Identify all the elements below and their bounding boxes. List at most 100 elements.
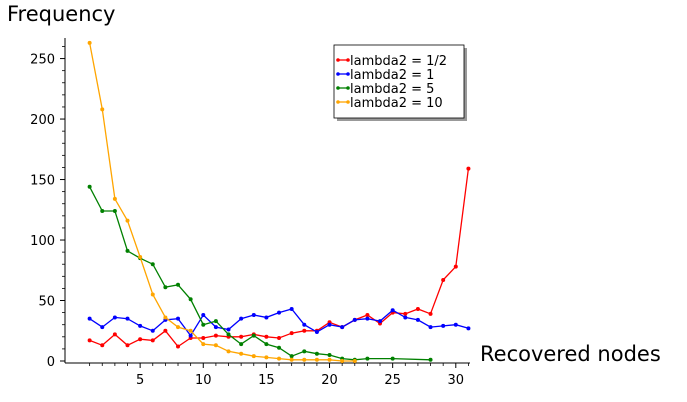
data-point — [213, 319, 218, 324]
data-point — [125, 316, 130, 321]
data-point — [277, 310, 282, 315]
data-point — [277, 345, 282, 350]
data-point — [112, 208, 117, 213]
data-point — [150, 338, 155, 343]
data-point — [352, 317, 357, 322]
data-point — [365, 356, 370, 361]
data-point — [150, 328, 155, 333]
data-point — [264, 355, 269, 360]
data-point — [138, 254, 143, 259]
data-point — [150, 262, 155, 267]
data-point — [264, 315, 269, 320]
data-point — [251, 333, 256, 338]
data-point — [340, 359, 345, 363]
data-point — [289, 306, 294, 311]
data-point — [100, 325, 105, 330]
data-point — [327, 352, 332, 357]
y-tick-label: 0 — [47, 355, 55, 370]
data-point — [264, 334, 269, 339]
legend-swatch-dot — [336, 100, 340, 104]
data-point — [239, 334, 244, 339]
data-point — [415, 317, 420, 322]
series-line-1 — [89, 168, 470, 348]
data-point — [239, 351, 244, 356]
legend-swatch-dot — [346, 86, 350, 90]
data-point — [466, 326, 471, 331]
data-point — [213, 333, 218, 338]
data-point — [138, 337, 143, 342]
data-point — [378, 319, 383, 324]
data-point — [441, 323, 446, 328]
legend-swatch-dot — [336, 58, 340, 62]
data-point — [428, 357, 433, 362]
data-point — [112, 196, 117, 201]
data-point — [403, 315, 408, 320]
data-point — [100, 343, 105, 348]
legend-swatch-dot — [336, 72, 340, 76]
data-point — [251, 313, 256, 318]
data-point — [302, 357, 307, 362]
data-point — [327, 322, 332, 327]
data-point — [201, 336, 206, 341]
x-tick-label: 5 — [136, 373, 144, 388]
legend-swatch-dot — [346, 58, 350, 62]
data-point — [453, 264, 458, 269]
data-point — [87, 184, 92, 189]
data-point — [150, 292, 155, 297]
x-tick-label: 30 — [448, 373, 465, 388]
data-point — [466, 166, 471, 171]
data-point — [314, 329, 319, 334]
data-point — [277, 356, 282, 361]
y-tick-label: 250 — [30, 53, 55, 68]
x-tick-label: 10 — [195, 373, 212, 388]
data-point — [314, 351, 319, 356]
data-point — [201, 322, 206, 327]
data-point — [302, 349, 307, 354]
data-point — [277, 336, 282, 341]
data-point — [390, 308, 395, 313]
data-point — [112, 332, 117, 337]
data-point — [415, 306, 420, 311]
data-point — [352, 359, 357, 363]
data-point — [239, 316, 244, 321]
data-point — [112, 315, 117, 320]
data-point — [226, 332, 231, 337]
legend-entry-label: lambda2 = 10 — [350, 96, 443, 111]
data-point — [390, 356, 395, 361]
y-axis-label: Frequency — [7, 2, 116, 26]
data-point — [327, 357, 332, 362]
data-point — [365, 313, 370, 318]
y-tick-label: 50 — [38, 295, 55, 310]
data-point — [264, 342, 269, 347]
y-tick-label: 200 — [30, 113, 55, 128]
data-point — [163, 328, 168, 333]
data-point — [176, 282, 181, 287]
data-point — [188, 297, 193, 302]
data-point — [188, 328, 193, 333]
legend-entry-label: lambda2 = 1 — [350, 68, 434, 83]
data-point — [100, 107, 105, 112]
data-point — [138, 323, 143, 328]
data-point — [176, 325, 181, 330]
data-point — [125, 343, 130, 348]
legend-entry-label: lambda2 = 1/2 — [350, 54, 447, 69]
data-point — [188, 333, 193, 338]
legend-swatch-dot — [346, 72, 350, 76]
legend-swatch-dot — [336, 86, 340, 90]
data-point — [428, 311, 433, 316]
data-point — [314, 357, 319, 362]
data-point — [125, 248, 130, 253]
data-point — [163, 315, 168, 320]
data-point — [428, 325, 433, 330]
y-tick-label: 150 — [30, 174, 55, 189]
data-point — [201, 342, 206, 347]
data-point — [100, 208, 105, 213]
x-tick-label: 25 — [384, 373, 401, 388]
data-point — [176, 344, 181, 349]
data-point — [213, 343, 218, 348]
data-point — [125, 218, 130, 223]
data-point — [213, 325, 218, 330]
legend-box — [333, 44, 465, 119]
